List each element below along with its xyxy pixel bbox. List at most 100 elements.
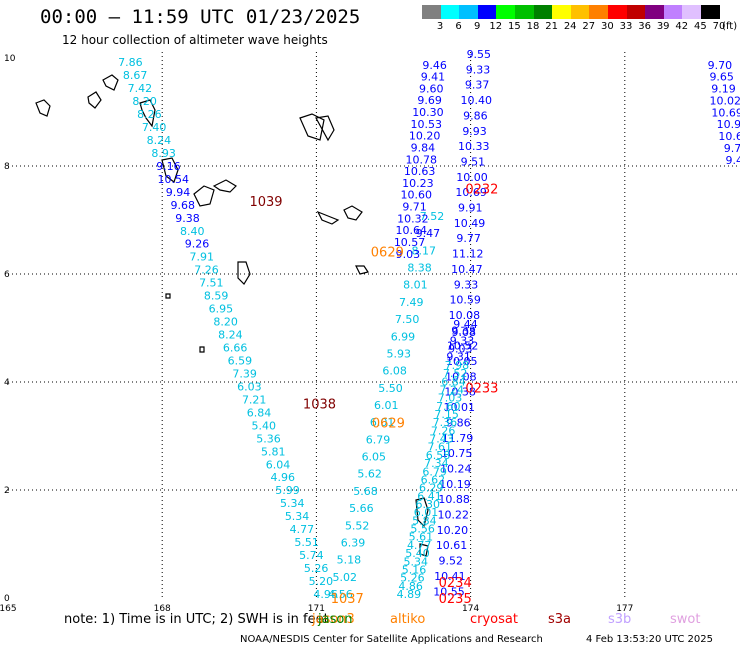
wave-height-label: 5.81 — [261, 445, 286, 458]
wave-height-label: 5.68 — [353, 485, 378, 498]
altimeter-track: 1037 — [331, 592, 364, 607]
wave-height-label: 9.33 — [451, 324, 476, 337]
wave-height-label: 7.15 — [434, 408, 459, 421]
wave-height-label: 9.37 — [465, 79, 490, 92]
wave-height-label: 10.33 — [458, 140, 490, 153]
colorbar-tick-label: 36 — [638, 21, 651, 32]
island-outline — [102, 74, 119, 91]
island-outline — [237, 261, 251, 285]
altimeter-track: 7.868.677.428.208.267.408.248.939.1610.5… — [118, 56, 338, 601]
wave-height-label: 10.01 — [443, 401, 475, 414]
island-outline — [193, 185, 215, 207]
pass-time-label: 0629 — [372, 417, 405, 432]
colorbar-tick-label: 70 — [712, 21, 726, 32]
wave-height-label: 8.26 — [137, 108, 162, 121]
wave-height-label: 7.60 — [436, 400, 461, 413]
satellite-legend-jason3: jason3 — [312, 612, 355, 627]
wave-height-label: 10.05 — [446, 355, 478, 368]
wave-height-label: 10.08 — [449, 309, 481, 322]
wave-height-label: 5.34 — [280, 497, 305, 510]
colorbar-swatch — [589, 5, 609, 19]
wave-height-label: 10.69 — [711, 106, 740, 119]
wave-height-label: 6.95 — [209, 303, 234, 316]
wave-height-label: 10.75 — [441, 447, 473, 460]
colorbar-tick-label: 42 — [675, 21, 689, 32]
wave-height-label: 7.36 — [433, 416, 458, 429]
island-outline — [161, 157, 179, 183]
wave-height-label: 8.01 — [403, 279, 428, 292]
wave-height-label: 7.21 — [242, 393, 267, 406]
longitude-label: 171 — [308, 604, 325, 614]
wave-height-label: 5.18 — [337, 554, 362, 567]
island-outline — [315, 115, 335, 142]
wave-height-label: 10.88 — [438, 493, 470, 506]
latitude-label: 6 — [4, 270, 10, 280]
wave-height-label: 4.89 — [397, 588, 422, 601]
wave-height-label: 9.71 — [402, 201, 427, 214]
colorbar-swatch — [496, 5, 516, 19]
wave-height-label: 8.20 — [213, 316, 238, 329]
colorbar-swatch — [552, 5, 572, 19]
satellite-legend-s3a: s3a — [548, 612, 572, 627]
wave-height-label: 9.4 — [726, 154, 740, 167]
wave-height-label: 6.05 — [362, 451, 387, 464]
wave-height-label: 4.96 — [313, 588, 338, 601]
wave-height-label: 6.03 — [237, 380, 262, 393]
longitude-label: 165 — [0, 604, 17, 614]
wave-height-label: 9.33 — [454, 278, 479, 291]
colorbar-tick-label: 27 — [582, 21, 596, 32]
wave-height-label: 10.22 — [438, 509, 470, 522]
wave-height-label: 11.79 — [442, 432, 474, 445]
wave-height-label: 6.79 — [422, 465, 447, 478]
wave-height-label: 5.40 — [405, 547, 430, 560]
wave-height-label: 7.61 — [428, 441, 453, 454]
colorbar-tick-label: 6 — [455, 21, 462, 32]
altimeter-track: 9.55 9.33 9.37 10.40 9.86 9.93 10.33 9.51 10.00 1… — [433, 48, 498, 598]
longitude-label: 177 — [616, 604, 633, 614]
wave-height-label: 7.50 — [395, 313, 420, 326]
wave-height-label: 11.12 — [452, 248, 484, 261]
pass-time-label: 1037 — [331, 592, 364, 607]
axis-labels: 165 168 171 174 177 10 8 6 4 2 0 — [0, 54, 633, 614]
wave-height-label: 5.74 — [299, 549, 324, 562]
map-grid — [8, 52, 740, 598]
wave-height-label: 6.84 — [441, 375, 466, 388]
wave-height-label: 9.03 — [448, 343, 473, 356]
wave-height-label: 6.04 — [266, 458, 291, 471]
wave-height-label: 10.19 — [439, 478, 471, 491]
wave-height-label: 10.9 — [717, 118, 740, 131]
pass-time-label: 0232 — [465, 183, 498, 198]
wave-height-label: 6.59 — [228, 354, 253, 367]
wave-height-label: 5.99 — [275, 484, 300, 497]
wave-height-label: 4.56 — [328, 588, 353, 601]
wave-height-label: 10.78 — [406, 153, 438, 166]
altimeter-track: 0629 — [372, 417, 405, 432]
wave-height-label: 9.16 — [156, 160, 181, 173]
wave-height-label: 10.00 — [456, 171, 488, 184]
colorbar-swatch — [608, 5, 627, 19]
latitude-label: 0 — [4, 594, 10, 604]
island-outline — [316, 210, 340, 225]
wave-height-label: 10.23 — [402, 177, 434, 190]
colorbar-swatch — [663, 5, 683, 19]
wave-height-label: 8.17 — [411, 244, 436, 257]
island-outline — [343, 205, 363, 221]
island-outline — [212, 179, 237, 193]
colorbar-tick-label: 33 — [619, 21, 633, 32]
wave-height-label: 9.55 — [467, 48, 492, 61]
page-title: 00:00 – 11:59 UTC 01/23/2025 — [40, 6, 361, 28]
wave-height-label: 7.40 — [142, 121, 167, 134]
wave-height-label: 10.69 — [455, 186, 487, 199]
wave-height-label: 7.49 — [399, 296, 424, 309]
wave-height-label: 4.77 — [407, 539, 432, 552]
wave-height-label: 10.57 — [394, 236, 426, 249]
wave-height-label: 7.34 — [424, 457, 449, 470]
wave-height-label: 10.40 — [461, 94, 493, 107]
island-outlines — [35, 74, 429, 557]
wave-height-label: 5.62 — [357, 468, 382, 481]
island-outline — [355, 265, 369, 275]
wave-height-label: 4.77 — [290, 523, 315, 536]
wave-height-label: 5.16 — [402, 563, 427, 576]
island-outline — [87, 91, 102, 109]
